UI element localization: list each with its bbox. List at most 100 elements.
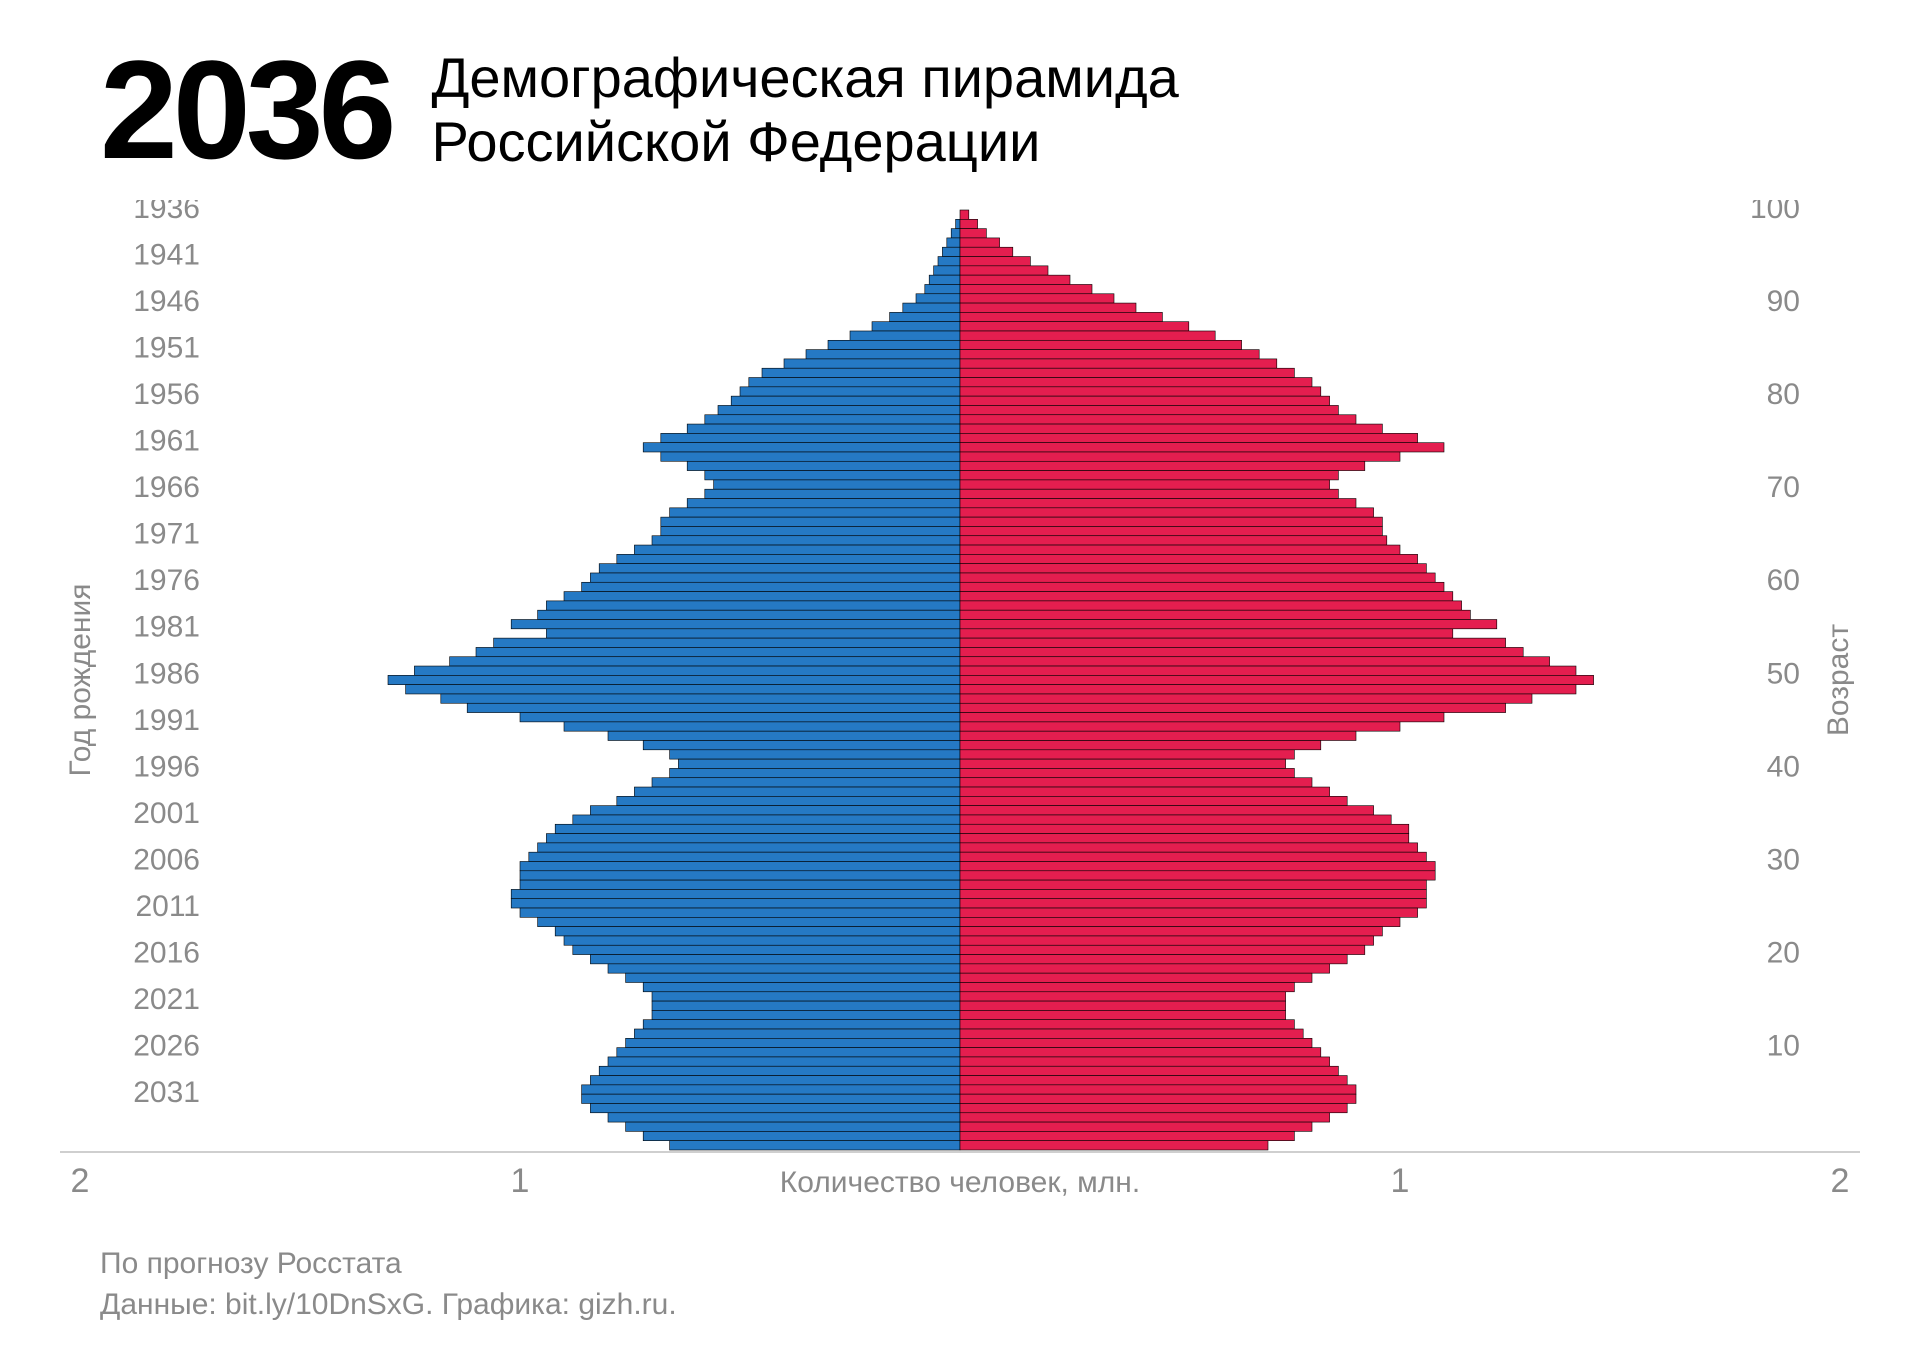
female-bar [960,815,1391,824]
female-bar [960,647,1523,656]
female-bar [960,1122,1312,1131]
male-bar [617,796,960,805]
pyramid-svg: 1936194119461951195619611966197119761981… [60,200,1860,1230]
female-bar [960,359,1277,368]
female-bar [960,257,1030,266]
male-bar [626,1122,960,1131]
female-bar [960,554,1418,563]
female-bar [960,657,1550,666]
male-bar [546,601,960,610]
female-bar [960,480,1330,489]
male-bar [582,582,960,591]
x-tick-left: 2 [71,1162,90,1200]
page: 2036 Демографическая пирамида Российской… [0,0,1920,1350]
male-bar [582,1085,960,1094]
female-bar [960,1010,1286,1019]
left-year-tick: 1986 [133,657,200,690]
female-bar [960,740,1321,749]
female-bar [960,871,1435,880]
male-bar [678,759,960,768]
chart-title-line2: Российской Федерации [431,110,1178,174]
female-bar [960,1029,1303,1038]
female-bar [960,713,1444,722]
left-year-tick: 1976 [133,564,200,597]
right-age-tick: 80 [1767,378,1800,411]
female-bar [960,834,1409,843]
footer-line2: Данные: bit.ly/10DnSxG. Графика: gizh.ru… [100,1285,1860,1326]
male-bar [947,238,960,247]
male-bar [929,275,960,284]
male-bar [951,229,960,238]
male-bar [740,387,960,396]
female-bar [960,536,1387,545]
right-age-tick: 50 [1767,657,1800,690]
female-bar [960,284,1092,293]
left-year-tick: 1966 [133,471,200,504]
male-bar [599,1066,960,1075]
female-bar [960,750,1294,759]
male-bar [903,303,960,312]
male-bar [590,1103,960,1112]
female-bar [960,955,1347,964]
male-bar [608,964,960,973]
male-bar [934,266,960,275]
male-bar [762,368,960,377]
male-bar [599,564,960,573]
female-bar [960,1066,1338,1075]
female-bar [960,452,1400,461]
male-bar [555,927,960,936]
male-bar [652,1001,960,1010]
male-bar [520,861,960,870]
female-bar [960,573,1435,582]
male-bar [687,424,960,433]
male-bar [564,722,960,731]
left-year-tick: 2011 [135,890,200,923]
male-bar [661,526,960,535]
male-bar [538,917,960,926]
x-axis-title: Количество человек, млн. [780,1166,1140,1199]
female-bar [960,843,1418,852]
female-bar [960,973,1312,982]
female-bar [960,592,1453,601]
x-tick-right: 2 [1831,1162,1850,1200]
female-bar [960,824,1409,833]
female-bar [960,266,1048,275]
female-bar [960,1103,1347,1112]
male-bar [617,1048,960,1057]
female-bar [960,601,1462,610]
female-bar [960,210,969,219]
male-bar [608,1057,960,1066]
right-axis-title: Возраст [1822,624,1855,736]
male-bar [806,350,960,359]
female-bar [960,768,1294,777]
female-bar [960,1141,1268,1150]
male-bar [731,396,960,405]
male-bar [643,1131,960,1140]
female-bar [960,620,1497,629]
male-bar [925,284,960,293]
right-age-tick: 40 [1767,750,1800,783]
female-bar [960,312,1162,321]
female-bar [960,787,1330,796]
female-bar [960,387,1321,396]
male-bar [476,647,960,656]
female-bar [960,582,1444,591]
male-bar [538,610,960,619]
male-bar [564,592,960,601]
female-bar [960,219,978,228]
year-heading: 2036 [100,40,391,180]
female-bar [960,982,1294,991]
male-bar [546,834,960,843]
male-bar [520,908,960,917]
left-year-tick: 1961 [133,425,200,458]
female-bar [960,350,1259,359]
female-bar [960,331,1215,340]
left-year-tick: 1936 [133,200,200,225]
female-bar [960,415,1356,424]
male-bar [590,806,960,815]
male-bar [511,889,960,898]
female-bar [960,629,1453,638]
male-bar [670,508,960,517]
female-bar [960,964,1330,973]
male-bar [450,657,960,666]
